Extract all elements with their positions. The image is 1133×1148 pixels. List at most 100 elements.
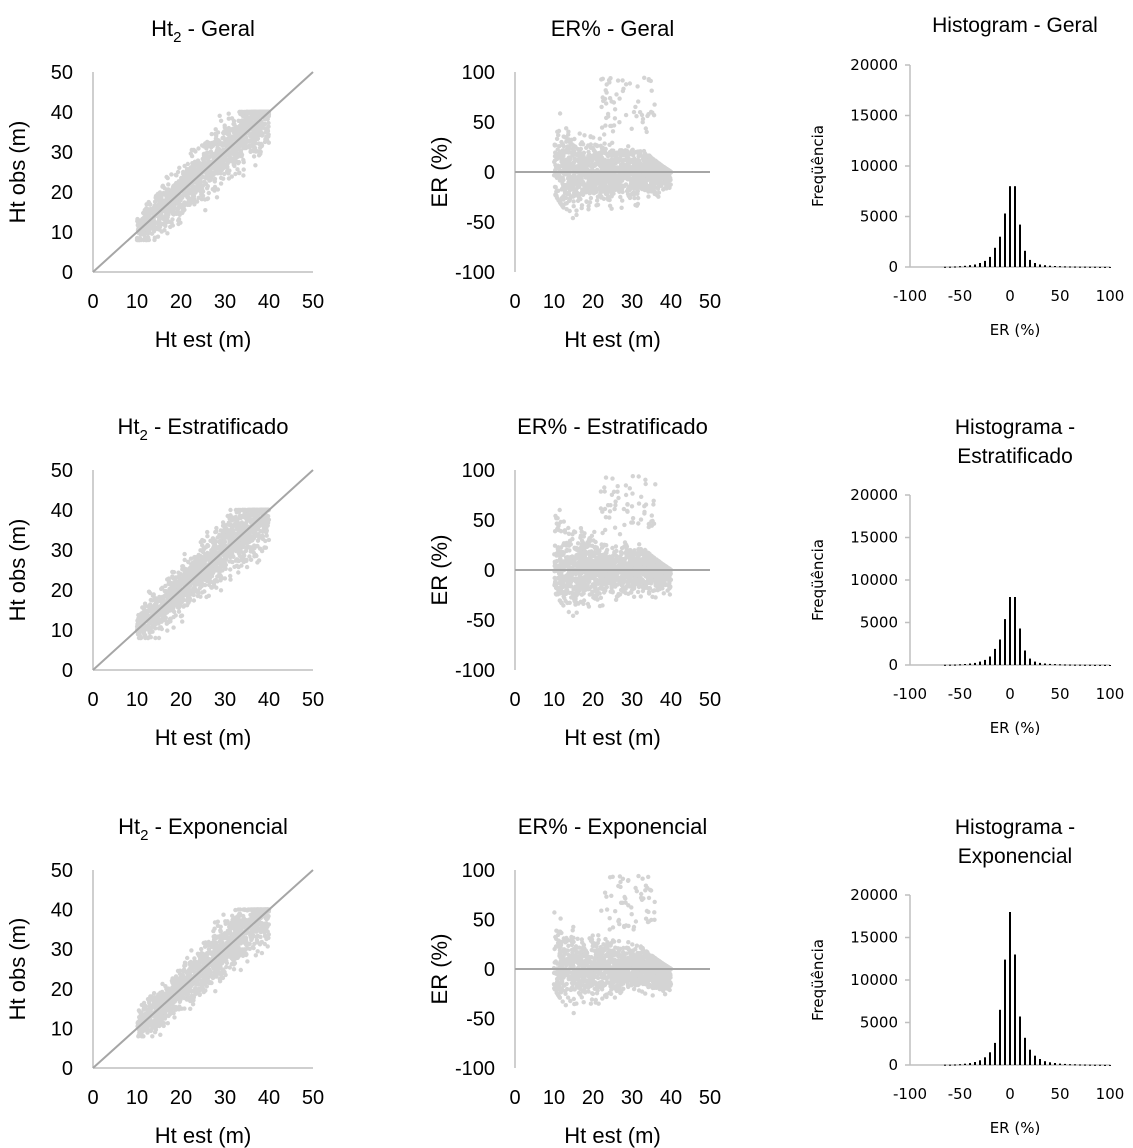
data-point [217, 547, 223, 552]
data-point [661, 591, 666, 596]
data-point [148, 597, 153, 603]
data-point [218, 118, 224, 124]
data-point [566, 174, 571, 179]
data-point [623, 112, 629, 118]
histogram-panel-2: Histogram - Geral05000100001500020000-10… [809, 14, 1124, 339]
y-tick-label: 100 [462, 62, 495, 84]
data-point [232, 121, 237, 127]
data-point [186, 560, 191, 565]
data-point [609, 184, 615, 190]
x-tick-label: 0 [1005, 287, 1015, 305]
data-point [220, 163, 225, 168]
data-point [240, 118, 245, 123]
data-point [186, 175, 191, 180]
data-point [251, 517, 256, 522]
data-point [557, 200, 563, 205]
data-point [598, 164, 604, 170]
data-point [221, 553, 227, 558]
data-point [233, 171, 238, 177]
data-point [618, 194, 623, 200]
x-tick-label: 10 [126, 291, 148, 313]
data-point [645, 185, 651, 191]
data-point [607, 96, 613, 101]
data-point [640, 120, 645, 125]
data-point [570, 613, 576, 618]
data-point [191, 592, 196, 598]
data-point [581, 190, 586, 195]
chart-title: Ht2 - Estratificado [118, 414, 289, 444]
data-point [194, 170, 199, 175]
data-point [203, 208, 208, 213]
data-point [256, 129, 261, 134]
data-point [203, 141, 208, 146]
x-axis-label: Ht est (m) [155, 327, 252, 352]
data-point [617, 120, 622, 125]
y-tick-label: -50 [466, 212, 495, 234]
data-point [224, 163, 229, 169]
x-tick-label: 20 [170, 291, 192, 313]
data-point [211, 172, 216, 178]
y-tick-label: 30 [51, 540, 73, 562]
data-point [199, 574, 204, 579]
data-point [598, 178, 603, 183]
data-point [236, 570, 241, 575]
scatter-points [552, 474, 674, 618]
data-point [567, 191, 572, 197]
data-point [205, 196, 210, 202]
data-point [141, 631, 147, 636]
data-point [171, 212, 176, 217]
histogram-bar [969, 265, 971, 267]
data-point [264, 522, 269, 527]
data-point [614, 92, 619, 97]
data-point [264, 126, 269, 131]
data-point [574, 208, 579, 213]
data-point [561, 165, 567, 170]
data-point [204, 186, 210, 191]
y-tick-label: 10 [51, 620, 73, 642]
data-point [205, 534, 210, 539]
data-point [222, 123, 227, 128]
histogram-bar [994, 247, 996, 267]
data-point [587, 200, 593, 205]
data-point [635, 160, 641, 166]
data-point [226, 533, 231, 538]
histogram-bar [1094, 266, 1096, 268]
histogram-bar [1104, 266, 1106, 268]
data-point [586, 207, 591, 212]
data-point [152, 199, 158, 204]
data-point [561, 134, 566, 139]
data-point [666, 181, 672, 186]
data-point [256, 558, 262, 563]
data-point [169, 172, 174, 177]
data-point [137, 236, 143, 241]
data-point [225, 170, 230, 175]
data-point [635, 150, 641, 155]
data-point [173, 584, 178, 589]
data-point [620, 78, 625, 83]
data-point [253, 141, 258, 146]
data-point [239, 151, 244, 156]
data-point [266, 134, 271, 139]
data-point [236, 507, 241, 513]
data-point [629, 183, 634, 188]
x-tick-label: 0 [87, 689, 98, 711]
data-point [171, 604, 176, 609]
histogram-bar [964, 265, 966, 267]
data-point [237, 553, 242, 558]
data-point [264, 138, 269, 143]
data-point [232, 564, 237, 569]
data-point [235, 167, 240, 172]
data-point [195, 185, 200, 190]
histogram-bar [979, 263, 981, 267]
data-point [201, 151, 207, 157]
histogram-bar [1009, 186, 1011, 267]
data-point [256, 124, 261, 129]
data-point [204, 146, 209, 151]
data-point [570, 215, 576, 221]
data-point [151, 592, 156, 597]
data-point [571, 204, 576, 209]
data-point [181, 567, 186, 572]
x-tick-label: 10 [126, 689, 148, 711]
data-point [652, 102, 657, 107]
data-point [659, 166, 664, 171]
